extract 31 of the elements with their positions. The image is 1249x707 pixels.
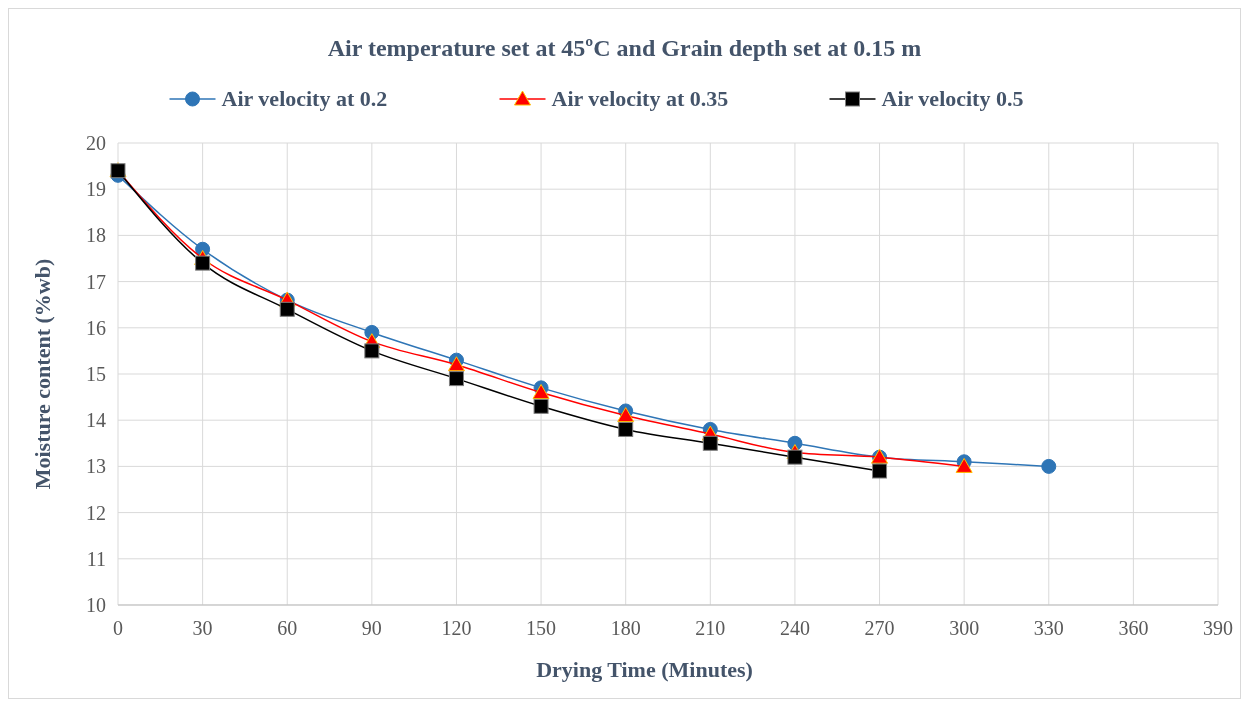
x-axis-title: Drying Time (Minutes) [536, 657, 753, 682]
x-tick-label: 300 [949, 617, 980, 639]
y-tick-label: 17 [86, 270, 106, 293]
y-tick-label: 19 [86, 178, 106, 201]
y-tick-label: 10 [86, 594, 106, 616]
y-tick-label: 18 [86, 224, 106, 247]
x-tick-label: 180 [610, 617, 641, 639]
x-tick-label: 90 [361, 617, 382, 639]
x-tick-label: 240 [779, 617, 810, 639]
x-tick-label: 270 [864, 617, 895, 639]
legend-label: Air velocity at 0.2 [221, 86, 388, 111]
x-tick-label: 360 [1118, 617, 1149, 639]
x-tick-label: 150 [526, 617, 557, 639]
x-tick-label: 0 [113, 617, 123, 639]
x-tick-label: 120 [441, 617, 472, 639]
y-tick-label: 13 [86, 455, 106, 478]
x-tick-label: 30 [192, 617, 213, 639]
x-tick-label: 390 [1203, 617, 1233, 639]
legend-label: Air velocity 0.5 [881, 86, 1024, 111]
y-tick-label: 16 [86, 316, 106, 339]
y-axis-title: Moisture content (%wb) [30, 258, 55, 490]
x-tick-label: 330 [1033, 617, 1064, 639]
x-tick-label: 60 [277, 617, 298, 639]
y-tick-label: 11 [86, 547, 106, 570]
y-tick-label: 14 [86, 409, 106, 432]
y-tick-label: 15 [86, 363, 106, 385]
chart-title: Air temperature set at 45ºC and Grain depth set at 0.15 m [327, 35, 922, 61]
legend-label: Air velocity at 0.35 [551, 86, 729, 111]
y-tick-label: 12 [86, 501, 106, 524]
y-tick-label: 20 [86, 132, 106, 154]
x-tick-label: 210 [695, 617, 726, 639]
